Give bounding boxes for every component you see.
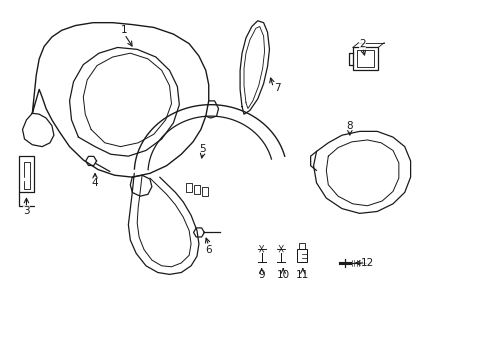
Text: 2: 2 bbox=[359, 39, 365, 49]
Text: 3: 3 bbox=[23, 207, 30, 216]
Bar bbox=[202, 187, 207, 196]
Bar bbox=[298, 243, 304, 249]
Bar bbox=[296, 249, 306, 262]
Text: 5: 5 bbox=[199, 144, 206, 153]
Text: 12: 12 bbox=[360, 258, 373, 268]
Text: 9: 9 bbox=[258, 270, 264, 280]
Text: 4: 4 bbox=[92, 178, 98, 188]
Bar bbox=[356, 50, 374, 67]
Text: 7: 7 bbox=[273, 82, 280, 93]
Text: 6: 6 bbox=[205, 244, 212, 255]
Bar bbox=[186, 183, 192, 192]
Text: 10: 10 bbox=[276, 270, 289, 280]
Text: 11: 11 bbox=[296, 270, 309, 280]
Text: 1: 1 bbox=[121, 25, 127, 35]
Text: 8: 8 bbox=[346, 121, 352, 131]
Bar bbox=[194, 185, 200, 194]
Bar bbox=[352, 48, 378, 70]
